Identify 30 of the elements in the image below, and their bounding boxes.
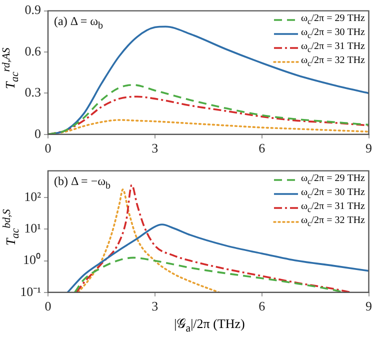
y-tick-label: 0.3 xyxy=(24,84,41,100)
x-tick-label: 3 xyxy=(152,140,158,156)
line-series xyxy=(48,84,369,134)
line-series xyxy=(66,224,369,292)
x-tick-label: 0 xyxy=(44,298,52,314)
x-axis-title: |𝒢$_{a}$|/2π (THz) xyxy=(173,316,246,335)
x-tick-label: 9 xyxy=(366,298,372,314)
x-tick-label: 6 xyxy=(258,140,266,156)
legend-label: ω$_{c}$/2π = 31 THz xyxy=(300,41,365,55)
y-tick-label: 10⁻¹ xyxy=(20,284,42,299)
x-tick-label: 3 xyxy=(152,298,158,314)
legend-label: ω$_{c}$/2π = 30 THz xyxy=(300,187,365,201)
x-tick-label: 6 xyxy=(258,298,266,314)
y-tick-label: 10¹ xyxy=(24,220,42,236)
y-tick-label: 0 xyxy=(34,126,41,141)
y-tick-label: 10⁰ xyxy=(23,252,41,268)
annotation: (b) Δ = −ω$_{b}$ xyxy=(54,174,110,194)
x-tick-label: 9 xyxy=(366,140,372,156)
legend-label: ω$_{c}$/2π = 31 THz xyxy=(300,201,365,215)
x-tick-label: 0 xyxy=(44,140,52,156)
legend-label: ω$_{c}$/2π = 32 THz xyxy=(300,215,365,229)
y-tick-label: 0.6 xyxy=(24,43,42,58)
legend-label: ω$_{c}$/2π = 32 THz xyxy=(300,55,365,69)
y-tick-label: 0.9 xyxy=(24,2,41,18)
line-series xyxy=(77,188,220,292)
annotation: (a) Δ = ω$_{b}$ xyxy=(54,14,104,34)
legend-label: ω$_{c}$/2π = 29 THz xyxy=(300,173,365,187)
legend-label: ω$_{c}$/2π = 30 THz xyxy=(300,27,365,41)
legend-label: ω$_{c}$/2π = 29 THz xyxy=(300,13,365,27)
y-tick-label: 10² xyxy=(24,188,42,204)
